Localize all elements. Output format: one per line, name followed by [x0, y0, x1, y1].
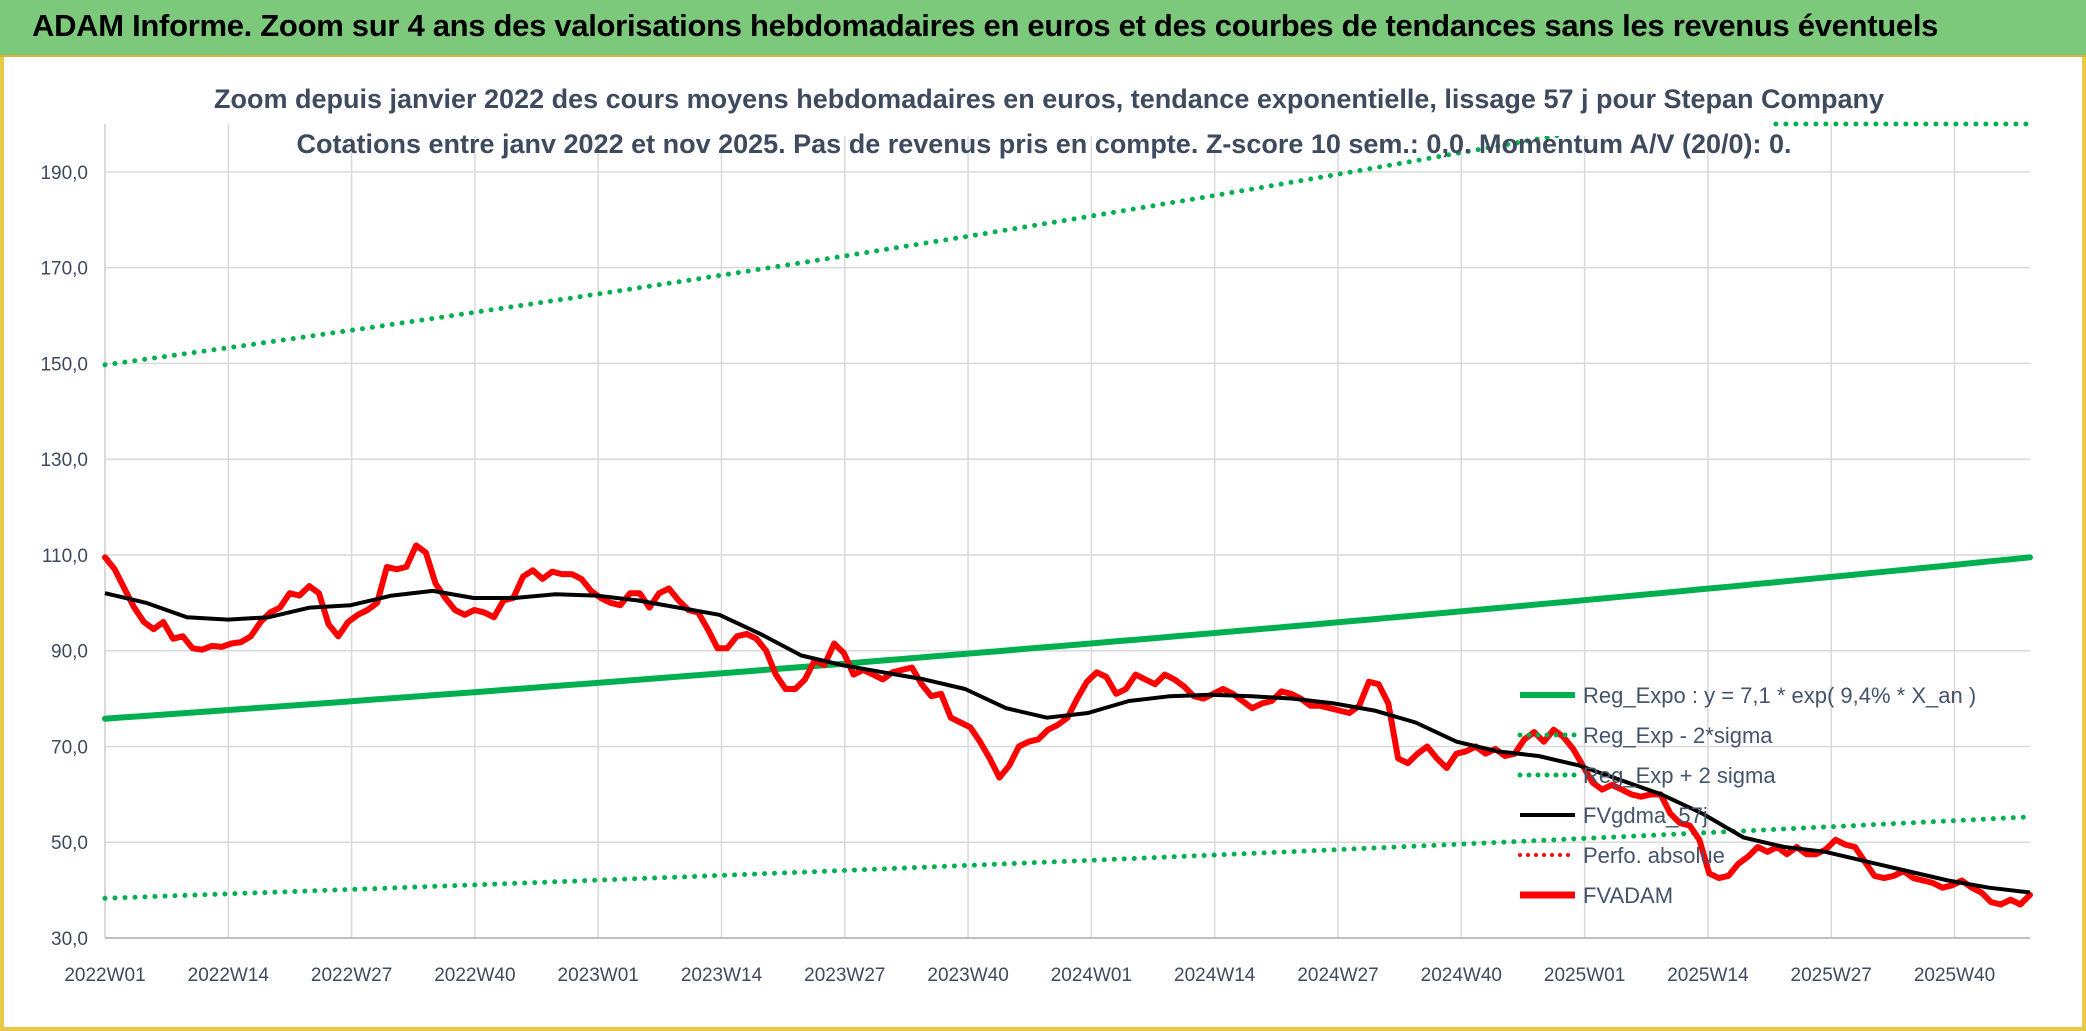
- y-tick-label: 90,0: [51, 642, 88, 663]
- y-axis-ticks: 30,0 50,0 70,0 90,0 110,0 130,0 150,0 170,0 190,…: [40, 163, 88, 950]
- legend-label: Reg_Exp - 2*sigma: [1583, 723, 1773, 748]
- legend-label: Reg_Expo : y = 7,1 * exp( 9,4% * X_an ): [1583, 683, 1976, 708]
- y-tick-label: 110,0: [42, 546, 88, 567]
- series-fvgdma-57j: [104, 588, 2031, 895]
- y-tick-label: 170,0: [40, 259, 88, 280]
- series-reg-exp-plus-2sigma: [102, 121, 2033, 368]
- legend-label: FVADAM: [1583, 883, 1673, 908]
- x-tick-label: 2022W01: [64, 965, 145, 986]
- chart-grid: [104, 124, 2030, 939]
- legend-label: FVgdma_57j: [1583, 803, 1708, 828]
- frame-edge-right: [2082, 57, 2086, 1031]
- frame-edge-bottom: [0, 1027, 2086, 1031]
- chart-title: Zoom depuis janvier 2022 des cours moyen…: [214, 84, 1884, 114]
- report-banner: ADAM Informe. Zoom sur 4 ans des valoris…: [0, 0, 2086, 57]
- y-tick-label: 150,0: [40, 354, 88, 375]
- chart-title-backdrop: [290, 72, 1770, 136]
- series-reg-exp-minus-2sigma: [102, 814, 2033, 901]
- x-tick-label: 2024W27: [1297, 965, 1378, 986]
- chart-legend: Reg_Expo : y = 7,1 * exp( 9,4% * X_an ) R…: [1517, 683, 1976, 908]
- x-tick-label: 2025W14: [1667, 965, 1749, 986]
- x-tick-label: 2022W40: [434, 965, 515, 986]
- x-tick-label: 2024W40: [1421, 965, 1502, 986]
- y-tick-label: 30,0: [51, 929, 88, 950]
- x-tick-label: 2022W27: [311, 965, 392, 986]
- x-tick-label: 2025W01: [1544, 965, 1625, 986]
- legend-label: Reg_Exp + 2 sigma: [1583, 763, 1776, 788]
- x-tick-label: 2023W27: [804, 965, 885, 986]
- x-tick-label: 2023W14: [681, 965, 763, 986]
- chart-series: [102, 121, 2033, 908]
- x-tick-label: 2023W01: [558, 965, 639, 986]
- frame-edge-left: [0, 57, 4, 1031]
- chart-subtitle: Cotations entre janv 2022 et nov 2025. P…: [296, 129, 1791, 159]
- y-tick-label: 70,0: [51, 737, 88, 758]
- report-title: ADAM Informe. Zoom sur 4 ans des valoris…: [32, 8, 1939, 43]
- x-tick-label: 2024W14: [1174, 965, 1256, 986]
- x-tick-label: 2025W27: [1791, 965, 1872, 986]
- series-fvadam: [102, 542, 2033, 908]
- legend-label: Perfo. absolue: [1583, 843, 1725, 868]
- y-tick-label: 50,0: [51, 833, 88, 854]
- x-tick-label: 2025W40: [1914, 965, 1995, 986]
- y-tick-label: 190,0: [40, 163, 88, 184]
- series-reg-expo: [102, 554, 2033, 722]
- x-axis-ticks: 2022W01 2022W14 2022W27 2022W40 2023W01 2023W…: [64, 965, 1995, 986]
- x-tick-label: 2023W40: [927, 965, 1008, 986]
- x-tick-label: 2022W14: [188, 965, 270, 986]
- x-tick-label: 2024W01: [1051, 965, 1132, 986]
- y-tick-label: 130,0: [40, 450, 88, 471]
